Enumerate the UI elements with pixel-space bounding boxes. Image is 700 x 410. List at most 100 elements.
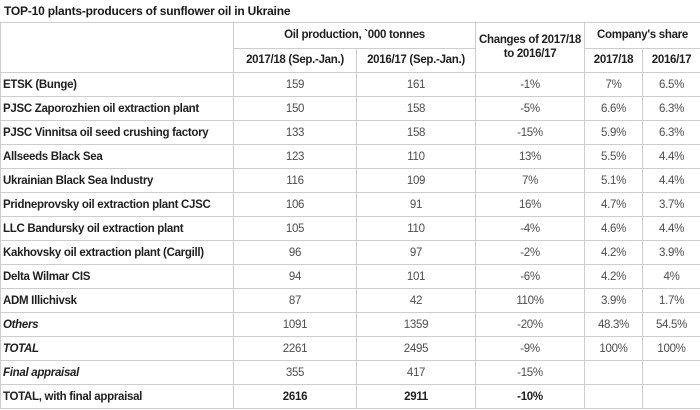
prod-2017-18-cell: 150 <box>233 96 357 121</box>
table-row: Delta Wilmar CIS 94 101 -6% 4.2% 4% <box>0 264 700 289</box>
share-2016-17-cell: 4% <box>641 264 700 289</box>
table-row: Ukrainian Black Sea Industry 116 109 7% 5.1%… <box>0 168 700 193</box>
share-2017-18-cell: 4.2% <box>584 240 643 265</box>
share-2017-18-cell: 5.5% <box>584 144 643 169</box>
subheader-row: 2017/18 (Sep.-Jan.) 2016/17 (Sep.-Jan.) … <box>1 48 700 73</box>
company-name-cell: Kakhovsky oil extraction plant (Cargill) <box>0 240 234 265</box>
change-cell: -6% <box>475 264 585 289</box>
prod-2016-17-cell: 110 <box>356 144 476 169</box>
oil-production-group-header: Oil production, `000 tonnes <box>233 22 476 49</box>
table-header: Oil production, `000 tonnes Changes of 2… <box>0 22 700 73</box>
prod-2016-17-cell: 110 <box>356 216 476 241</box>
prod-2016-17-cell: 158 <box>356 96 476 121</box>
prod-2017-18-cell: 105 <box>233 216 357 241</box>
prod-2017-18-cell: 106 <box>233 192 357 217</box>
share-2016-17-cell: 1.7% <box>641 288 700 313</box>
change-cell: -15% <box>475 120 585 145</box>
changes-group-header: Changes of 2017/18 to 2016/17 <box>475 22 585 73</box>
change-cell: -1% <box>475 72 585 97</box>
production-table: Oil production, `000 tonnes Changes of 2… <box>0 22 700 409</box>
share-2017-18-cell: 7% <box>584 72 643 97</box>
prod-2017-18-cell: 1091 <box>233 312 357 337</box>
share-2016-17-cell: 4.4% <box>641 216 700 241</box>
company-name-cell: ADM Illichivsk <box>0 288 234 313</box>
prod-2017-18-cell: 2261 <box>233 336 357 361</box>
prod-2016-17-cell: 1359 <box>356 312 476 337</box>
change-cell: -4% <box>475 216 585 241</box>
subheader-prod-2016-17: 2016/17 (Sep.-Jan.) <box>356 48 476 73</box>
table-row: PJSC Vinnitsa oil seed crushing factory 1… <box>0 120 700 145</box>
prod-2017-18-cell: 87 <box>233 288 357 313</box>
subheader-prod-2017-18: 2017/18 (Sep.-Jan.) <box>233 48 357 73</box>
prod-2016-17-cell: 2495 <box>356 336 476 361</box>
share-2017-18-cell: 48.3% <box>584 312 643 337</box>
change-cell: -15% <box>475 360 585 385</box>
page-title: TOP-10 plants-producers of sunflower oil… <box>4 4 291 18</box>
share-2016-17-cell: 54.5% <box>641 312 700 337</box>
table-row: PJSC Zaporozhien oil extraction plant 150… <box>0 96 700 121</box>
share-2017-18-cell: 6.6% <box>584 96 643 121</box>
table-body: ETSK (Bunge) 159 161 -1% 7% 6.5% PJSC Zaporozh… <box>0 72 700 409</box>
change-cell: -10% <box>475 384 585 409</box>
company-name-cell: Ukrainian Black Sea Industry <box>0 168 234 193</box>
share-2017-18-cell <box>584 360 643 385</box>
company-name-cell: Allseeds Black Sea <box>0 144 234 169</box>
table-row: Pridneprovsky oil extraction plant CJSC 1… <box>0 192 700 217</box>
share-2017-18-cell: 4.2% <box>584 264 643 289</box>
company-name-cell: Delta Wilmar CIS <box>0 264 234 289</box>
share-2017-18-cell: 5.9% <box>584 120 643 145</box>
share-2016-17-cell: 6.3% <box>641 96 700 121</box>
change-cell: 7% <box>475 168 585 193</box>
share-2017-18-cell: 3.9% <box>584 288 643 313</box>
share-2017-18-cell: 4.6% <box>584 216 643 241</box>
company-name-cell: TOTAL <box>0 336 234 361</box>
share-2017-18-cell: 4.7% <box>584 192 643 217</box>
change-cell: 16% <box>475 192 585 217</box>
company-name-cell: LLC Bandursky oil extraction plant <box>0 216 234 241</box>
table-row: Allseeds Black Sea 123 110 13% 5.5% 4.4% <box>0 144 700 169</box>
change-cell: -20% <box>475 312 585 337</box>
share-2016-17-cell: 3.9% <box>641 240 700 265</box>
prod-2016-17-cell: 158 <box>356 120 476 145</box>
prod-2016-17-cell: 161 <box>356 72 476 97</box>
share-2016-17-cell: 100% <box>641 336 700 361</box>
change-cell: -9% <box>475 336 585 361</box>
prod-2016-17-cell: 417 <box>356 360 476 385</box>
table-row: LLC Bandursky oil extraction plant 105 110… <box>0 216 700 241</box>
table-row: ADM Illichivsk 87 42 110% 3.9% 1.7% <box>0 288 700 313</box>
prod-2017-18-cell: 355 <box>233 360 357 385</box>
change-cell: -5% <box>475 96 585 121</box>
company-name-cell: Others <box>0 312 234 337</box>
prod-2016-17-cell: 42 <box>356 288 476 313</box>
prod-2016-17-cell: 91 <box>356 192 476 217</box>
prod-2017-18-cell: 123 <box>233 144 357 169</box>
company-name-cell: Final appraisal <box>0 360 234 385</box>
share-2017-18-cell: 100% <box>584 336 643 361</box>
share-2016-17-cell: 6.3% <box>641 120 700 145</box>
prod-2016-17-cell: 97 <box>356 240 476 265</box>
table-row: TOTAL 2261 2495 -9% 100% 100% <box>0 336 700 361</box>
prod-2017-18-cell: 116 <box>233 168 357 193</box>
prod-2016-17-cell: 2911 <box>356 384 476 409</box>
prod-2017-18-cell: 2616 <box>233 384 357 409</box>
share-2016-17-cell: 4.4% <box>641 144 700 169</box>
company-share-group-header: Company's share <box>583 22 700 49</box>
table-row: Final appraisal 355 417 -15% <box>0 360 700 385</box>
change-cell: 110% <box>475 288 585 313</box>
change-cell: 13% <box>475 144 585 169</box>
prod-2017-18-cell: 96 <box>233 240 357 265</box>
share-2017-18-cell <box>584 384 643 409</box>
share-2016-17-cell: 3.7% <box>641 192 700 217</box>
share-2017-18-cell: 5.1% <box>584 168 643 193</box>
header-group-row: Oil production, `000 tonnes Changes of 2… <box>0 22 700 73</box>
company-name-cell: TOTAL, with final appraisal <box>0 384 234 409</box>
share-2016-17-cell <box>641 384 700 409</box>
prod-2016-17-cell: 101 <box>356 264 476 289</box>
prod-2017-18-cell: 159 <box>233 72 357 97</box>
share-2016-17-cell: 4.4% <box>641 168 700 193</box>
prod-2017-18-cell: 133 <box>233 120 357 145</box>
company-name-cell: PJSC Vinnitsa oil seed crushing factory <box>0 120 234 145</box>
company-name-cell: ETSK (Bunge) <box>0 72 234 97</box>
table-row: Kakhovsky oil extraction plant (Cargill)… <box>0 240 700 265</box>
